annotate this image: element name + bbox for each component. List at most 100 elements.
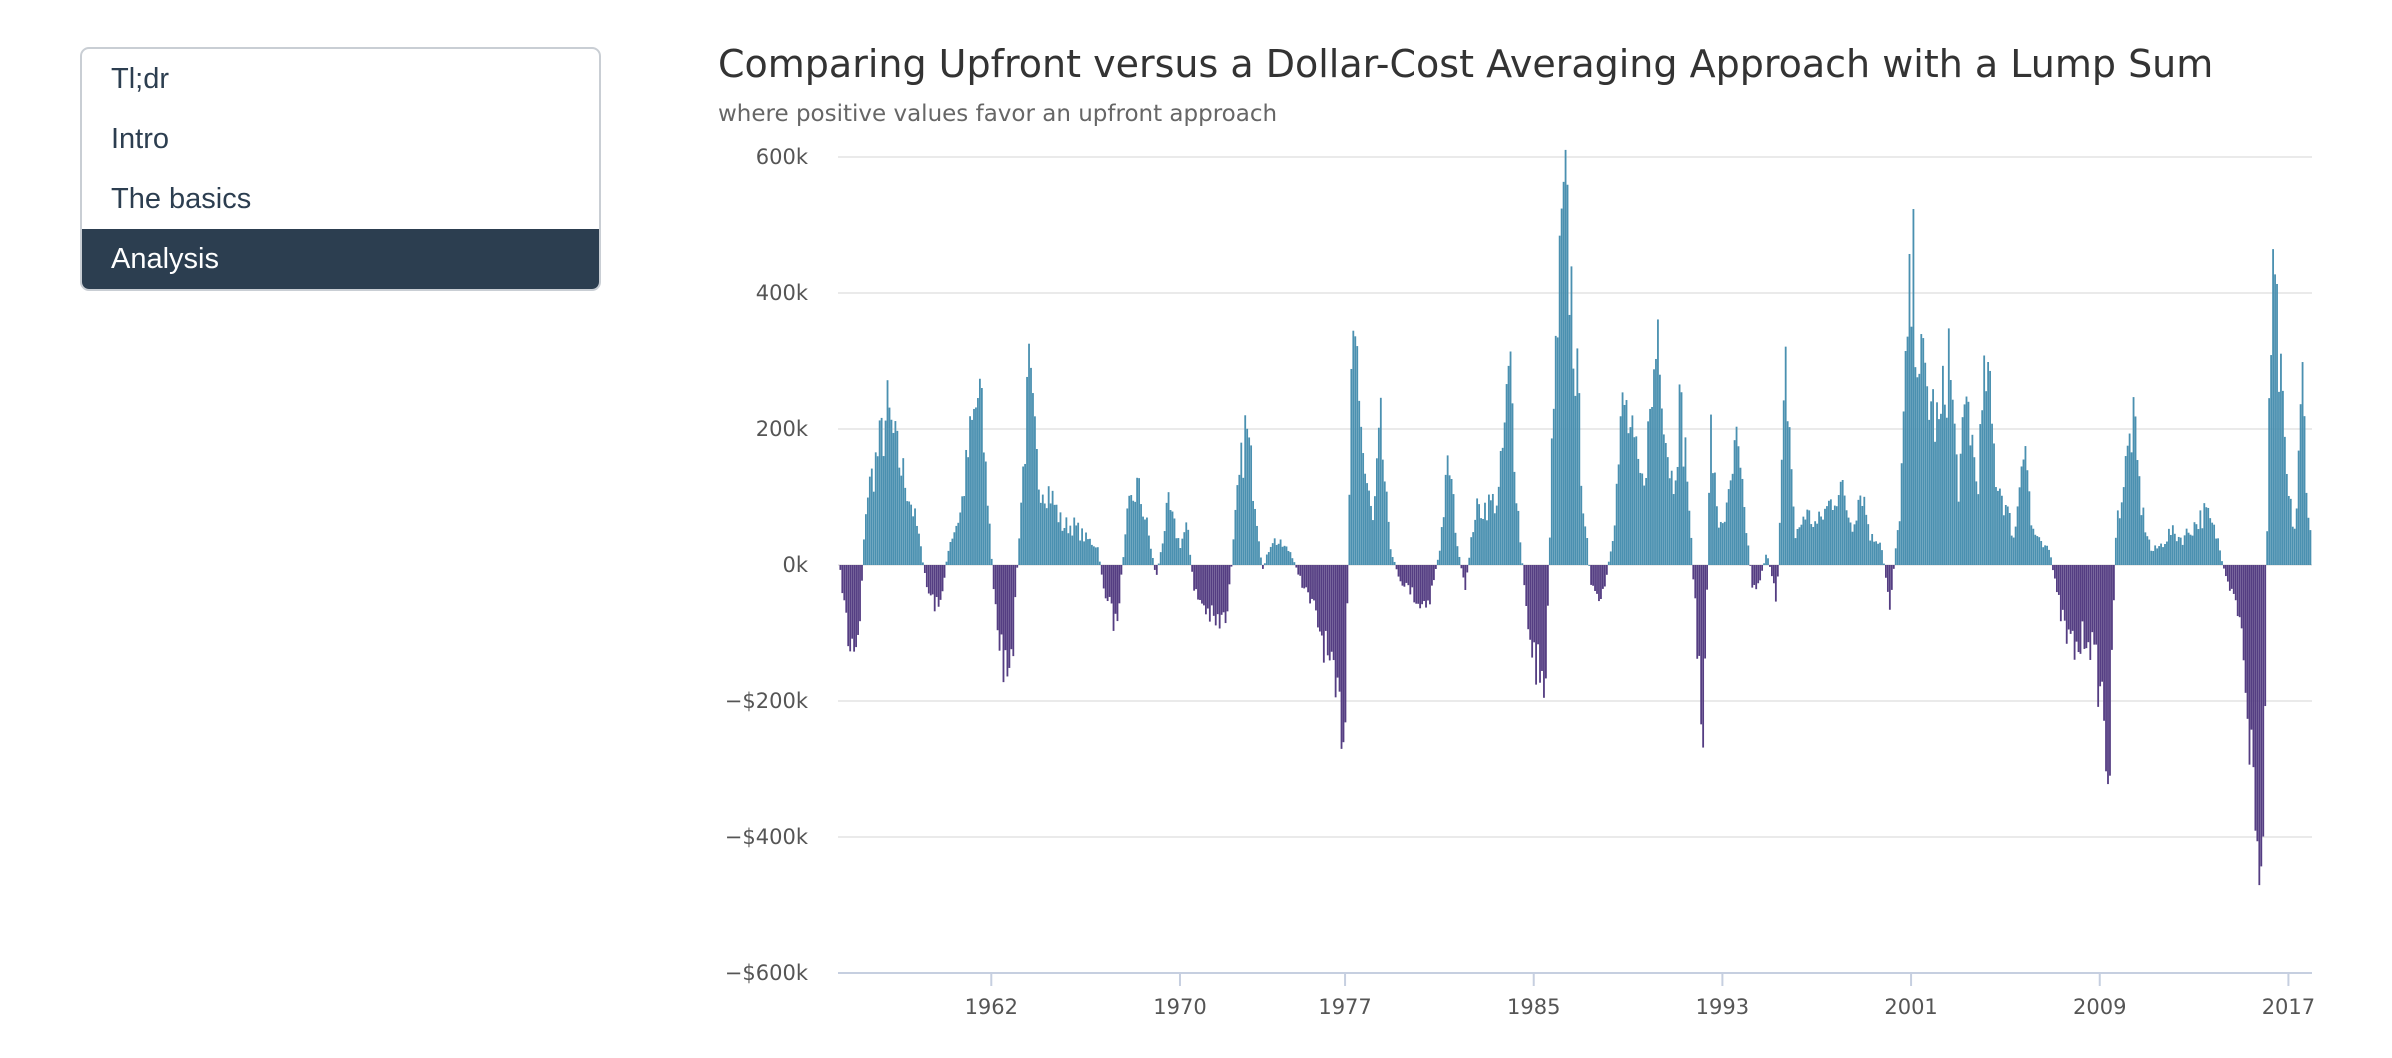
data-bar <box>1122 557 1125 565</box>
data-bar <box>866 497 869 565</box>
data-bar <box>1136 477 1139 565</box>
data-bar <box>1859 495 1862 565</box>
data-bar <box>959 512 962 565</box>
data-bar <box>2309 530 2312 565</box>
data-bar <box>2240 565 2243 629</box>
data-bar <box>1466 565 1469 573</box>
data-bar <box>2128 433 2131 565</box>
data-bar <box>1558 235 1561 566</box>
data-bar <box>2303 416 2306 565</box>
x-tick-label: 2001 <box>1884 995 1937 1019</box>
data-bar <box>1790 469 1793 565</box>
data-bar <box>1780 459 1783 565</box>
data-bar <box>1633 437 1636 565</box>
data-bar <box>1839 481 1842 565</box>
data-bar <box>868 476 871 565</box>
nav-item-tldr[interactable]: Tl;dr <box>111 63 169 95</box>
data-bar <box>1201 565 1203 604</box>
data-bar <box>1289 552 1292 565</box>
data-bar <box>1829 499 1832 565</box>
data-bar <box>1124 534 1127 565</box>
data-bar <box>1973 457 1976 565</box>
data-bar <box>1091 544 1093 565</box>
data-bar <box>1572 368 1575 565</box>
data-bar <box>1947 328 1950 565</box>
data-bar <box>2234 565 2237 601</box>
data-bar <box>1991 423 1993 565</box>
data-bar <box>1167 492 1170 565</box>
data-bar <box>1415 565 1418 604</box>
data-bar <box>925 565 928 588</box>
data-bar <box>1407 565 1410 586</box>
data-bar <box>1322 565 1325 663</box>
data-bar <box>2063 565 2066 621</box>
section-nav: Tl;dr Intro The basics Analysis <box>80 47 601 291</box>
data-bar <box>1476 498 1479 565</box>
data-bar <box>2280 353 2282 565</box>
data-bar <box>1890 565 1893 590</box>
data-bar <box>870 468 873 565</box>
x-tick-label: 1985 <box>1507 995 1560 1019</box>
data-bar <box>2291 526 2294 565</box>
data-bar <box>1429 565 1431 605</box>
data-bar <box>1083 541 1085 565</box>
data-bar <box>1159 552 1162 565</box>
data-bar <box>2283 436 2286 565</box>
data-bar <box>1413 565 1416 603</box>
data-bar <box>2162 547 2164 565</box>
data-bar <box>1079 540 1082 565</box>
nav-item-the-basics[interactable]: The basics <box>111 183 252 215</box>
data-bar <box>1452 494 1455 565</box>
data-bar <box>1786 421 1789 565</box>
data-bar <box>1906 336 1909 565</box>
data-bar <box>2093 565 2096 645</box>
nav-item-intro[interactable]: Intro <box>111 123 170 155</box>
data-bar <box>1397 565 1400 577</box>
data-bar <box>1173 518 1176 565</box>
data-bar <box>988 523 991 565</box>
nav-item-analysis[interactable]: Analysis <box>82 229 599 289</box>
data-bar <box>1698 565 1701 656</box>
data-bar <box>2061 565 2064 610</box>
data-bar <box>1132 500 1135 565</box>
data-bar <box>978 378 981 565</box>
data-bar <box>2289 498 2292 565</box>
data-bar <box>1134 501 1137 565</box>
data-bar <box>2232 565 2235 594</box>
data-bar <box>1240 442 1243 565</box>
data-bar <box>2030 525 2033 565</box>
data-bar <box>1702 565 1705 748</box>
data-bar <box>1621 392 1624 565</box>
data-bar <box>2270 355 2273 565</box>
data-bar <box>1489 500 1492 565</box>
data-bar <box>1774 565 1777 602</box>
data-bar <box>1039 502 1042 565</box>
data-bar <box>1603 565 1606 587</box>
data-bar <box>1434 565 1437 569</box>
data-bar <box>876 456 879 565</box>
data-bar <box>2116 510 2119 565</box>
data-bar <box>1222 565 1225 613</box>
data-bar <box>861 565 863 581</box>
data-bar <box>1987 362 1990 565</box>
data-bar <box>2307 517 2310 565</box>
data-bar <box>1835 506 1838 565</box>
data-bar <box>1625 400 1628 565</box>
data-bar <box>980 388 983 565</box>
data-bar <box>1869 540 1872 565</box>
data-bar <box>1979 424 1982 565</box>
data-bar <box>1348 494 1351 565</box>
data-bar <box>1014 565 1017 598</box>
data-bar <box>1232 539 1235 565</box>
data-bar <box>1969 445 1972 565</box>
data-bar <box>1759 565 1762 581</box>
data-bar <box>1254 508 1256 565</box>
data-bar <box>1468 557 1471 565</box>
data-bar <box>916 525 918 565</box>
data-bar <box>910 504 913 565</box>
data-bar <box>1712 473 1714 565</box>
data-bar <box>1450 478 1453 565</box>
data-bar <box>1163 531 1166 565</box>
data-bar <box>1676 466 1679 565</box>
data-bar <box>2209 518 2212 565</box>
